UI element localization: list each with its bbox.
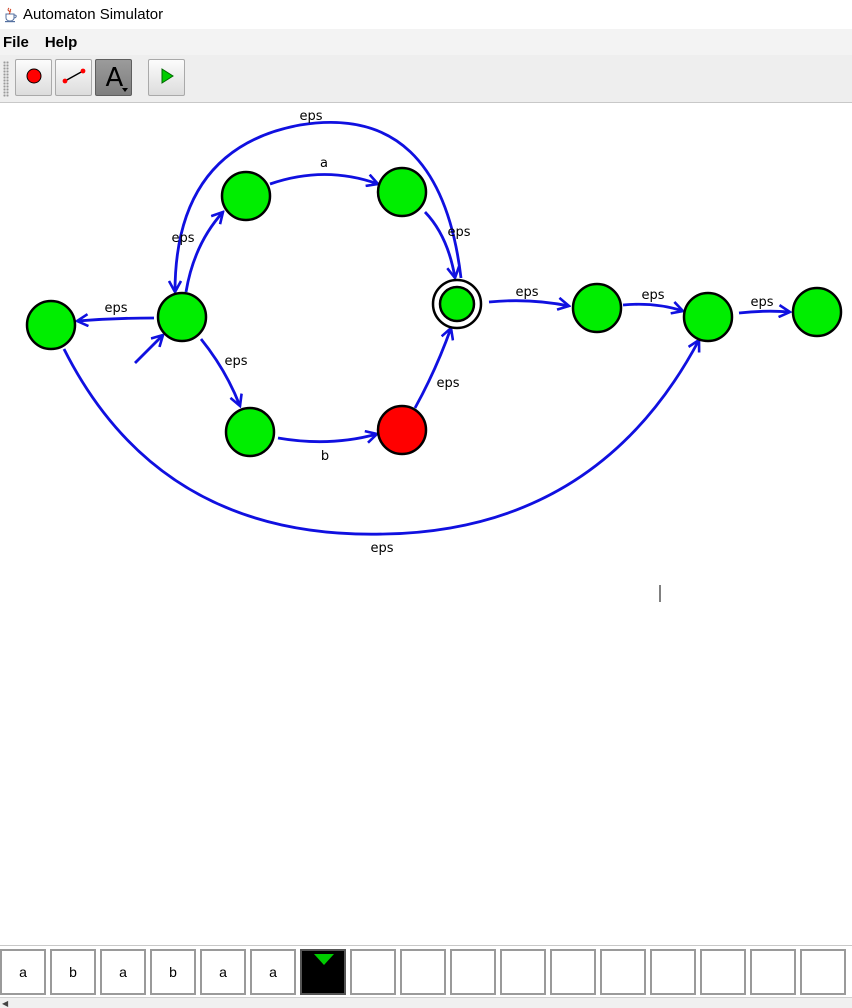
- edge-label-q8-q9[interactable]: eps: [750, 295, 773, 310]
- edge-q6-q7[interactable]: [488, 301, 569, 306]
- tape-cell[interactable]: a: [250, 949, 296, 995]
- toolbar: A: [0, 55, 852, 103]
- tape-cell[interactable]: [800, 949, 846, 995]
- menu-file[interactable]: File: [3, 33, 29, 51]
- state-q9[interactable]: [791, 286, 843, 338]
- edge-label-q2-q3[interactable]: a: [320, 156, 328, 171]
- state-q2[interactable]: [220, 170, 272, 222]
- edge-label-q3-q6[interactable]: eps: [447, 225, 470, 240]
- edge-label-q7-q8[interactable]: eps: [641, 288, 664, 303]
- state-q7[interactable]: [571, 282, 623, 334]
- tape-cell[interactable]: a: [200, 949, 246, 995]
- menu-help[interactable]: Help: [44, 33, 78, 51]
- title-bar: Automaton Simulator: [0, 0, 852, 29]
- menu-bar: File Help: [0, 29, 852, 55]
- tape-cell[interactable]: a: [100, 949, 146, 995]
- tape-head-pointer-icon: [314, 954, 334, 965]
- tape-cell[interactable]: [600, 949, 646, 995]
- state-q6[interactable]: [438, 285, 476, 323]
- edge-q1-q0[interactable]: [77, 318, 155, 321]
- play-icon: [158, 67, 176, 89]
- tape-cell[interactable]: [450, 949, 496, 995]
- initial-arrow: [134, 335, 163, 364]
- java-cup-icon: [3, 7, 17, 23]
- edge-q4-q5[interactable]: [277, 434, 377, 442]
- run-button[interactable]: [148, 59, 185, 96]
- add-state-button[interactable]: [15, 59, 52, 96]
- automaton-canvas[interactable]: eps eps a eps eps eps b eps eps eps eps …: [0, 103, 852, 945]
- scroll-left-icon[interactable]: ◀: [2, 999, 9, 1008]
- tape-cell[interactable]: b: [150, 949, 196, 995]
- tape-cell[interactable]: [350, 949, 396, 995]
- state-q0[interactable]: [25, 299, 77, 351]
- edge-icon: [61, 67, 87, 89]
- edge-q7-q8[interactable]: [622, 304, 683, 311]
- edge-q2-q3[interactable]: [269, 173, 378, 185]
- edge-label-q4-q5[interactable]: b: [321, 449, 329, 464]
- red-dot-icon: [25, 67, 43, 89]
- state-q5[interactable]: [376, 404, 428, 456]
- edge-q1-q4[interactable]: [199, 338, 240, 406]
- state-q4[interactable]: [224, 406, 276, 458]
- edge-label-q0-q8[interactable]: eps: [370, 541, 393, 556]
- edge-label-q1-q4[interactable]: eps: [224, 354, 247, 369]
- tape-cell[interactable]: [650, 949, 696, 995]
- edge-q1-q2[interactable]: [184, 212, 223, 293]
- tape-cell[interactable]: [550, 949, 596, 995]
- dropdown-triangle-icon: [121, 87, 128, 92]
- window-title: Automaton Simulator: [23, 6, 164, 23]
- edge-q0-q8[interactable]: [62, 340, 699, 536]
- horizontal-scrollbar[interactable]: ◀: [0, 997, 852, 1008]
- edge-q6-q1[interactable]: [175, 120, 463, 292]
- letter-a-glyph: A: [105, 62, 124, 93]
- state-q1[interactable]: [156, 291, 208, 343]
- tape-cell-head[interactable]: [300, 949, 346, 995]
- state-q3[interactable]: [376, 166, 428, 218]
- edge-label-q1-q2[interactable]: eps: [171, 231, 194, 246]
- state-q8[interactable]: [682, 291, 734, 343]
- edge-q8-q9[interactable]: [738, 311, 790, 313]
- tape-cell[interactable]: [700, 949, 746, 995]
- add-transition-button[interactable]: [55, 59, 92, 96]
- tape-cell[interactable]: [500, 949, 546, 995]
- edge-q5-q6[interactable]: [413, 328, 451, 409]
- edit-label-button[interactable]: A: [95, 59, 132, 96]
- edge-label-q1-q0[interactable]: eps: [104, 301, 127, 316]
- toolbar-grip[interactable]: [3, 61, 9, 97]
- tape-cell[interactable]: a: [0, 949, 46, 995]
- edge-label-q5-q6[interactable]: eps: [436, 376, 459, 391]
- edge-q3-q6[interactable]: [423, 211, 455, 278]
- tape-cell[interactable]: b: [50, 949, 96, 995]
- edge-label-q6-q7[interactable]: eps: [515, 285, 538, 300]
- tape-cell[interactable]: [400, 949, 446, 995]
- letter-a-icon: A: [99, 63, 129, 93]
- automaton-graph[interactable]: eps eps a eps eps eps b eps eps eps eps …: [0, 103, 852, 945]
- edge-label-q6-q1[interactable]: eps: [299, 109, 322, 124]
- tape-cell[interactable]: [750, 949, 796, 995]
